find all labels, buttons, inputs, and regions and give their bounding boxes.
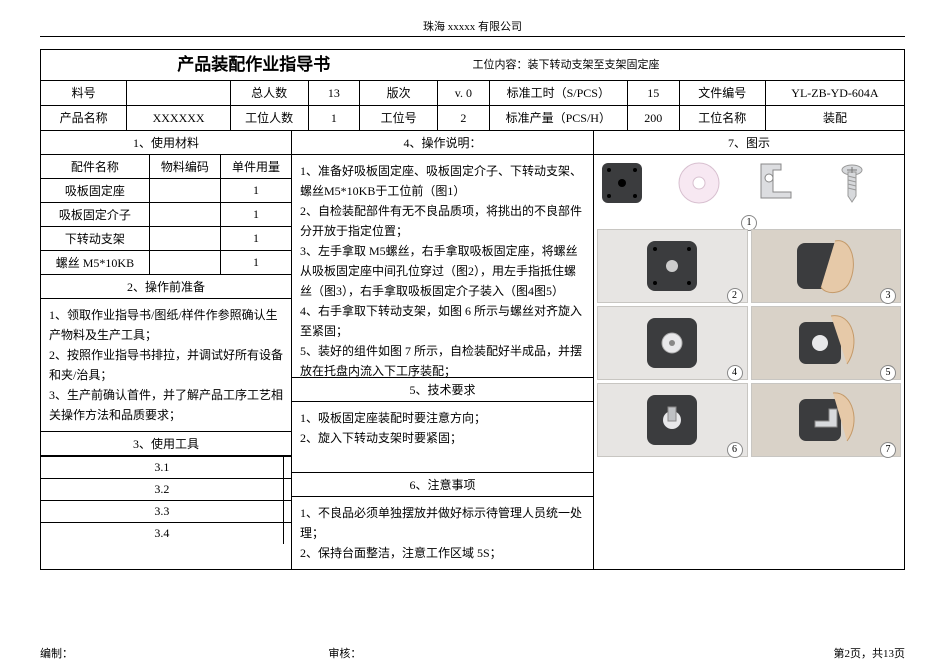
doc-title: 产品装配作业指导书 [41,50,467,80]
hdr-cell: 15 [628,81,680,105]
sec-prep: 2、操作前准备 [41,274,291,299]
fig-cap-6: 6 [727,442,743,458]
parts-cell: 吸板固定介子 [41,203,149,227]
hdr-cell: 200 [628,106,680,130]
hdr-cell: 装配 [766,106,904,130]
station-content-label: 工位内容： [473,50,528,80]
hdr-cell [127,81,231,105]
instruction-sheet: 产品装配作业指导书 工位内容： 装下转动支架至支架固定座 料号 总人数 13 版… [40,49,905,570]
page-footer: 编制： 审核： 第2页，共13页 [40,645,905,661]
parts-col-name: 配件名称 [41,155,149,179]
station-content-value: 装下转动支架至支架固定座 [528,50,660,80]
hdr-cell: 标准产量（PCS/H） [490,106,628,130]
fig-thumb-4: 4 [597,306,748,380]
parts-cell [149,203,220,227]
fig-cap-3: 3 [880,288,896,304]
tool-cell: 3.1 [41,457,283,479]
sec-tools: 3、使用工具 [41,431,291,456]
tools-table: 3.1 3.2 3.3 3.4 [41,456,291,544]
footer-page: 第2页，共13页 [617,645,905,661]
fig-cap-2: 2 [727,288,743,304]
parts-cell: 1 [220,251,291,275]
hdr-cell: 文件编号 [680,81,766,105]
tech-text: 1、吸板固定座装配时要注意方向； 2、旋入下转动支架时要紧固； [292,402,593,472]
footer-auditor: 审核： [328,645,616,661]
header-row-1: 料号 总人数 13 版次 v. 0 标准工时（S/PCS） 15 文件编号 YL… [41,81,904,106]
fig-cap-5: 5 [880,365,896,381]
parts-cell [149,251,220,275]
caution-text: 1、不良品必须单独摆放并做好标示待管理人员统一处理； 2、保持台面整洁，注意工作… [292,497,593,569]
tool-cell: 3.4 [41,523,283,545]
fig-thumb-bracket [751,158,825,214]
hdr-cell: 总人数 [231,81,309,105]
parts-cell: 螺丝 M5*10KB [41,251,149,275]
tool-cell [283,457,291,479]
fig-thumb-7: 7 [751,383,902,457]
footer-editor: 编制： [40,645,328,661]
sec-fig: 7、图示 [594,131,904,155]
sec-caution: 6、注意事项 [292,472,593,497]
hdr-cell: 2 [438,106,490,130]
fig-thumb-6: 6 [597,383,748,457]
hdr-cell: 产品名称 [41,106,127,130]
fig-thumb-washer [674,158,748,214]
hdr-cell: 工位人数 [231,106,309,130]
parts-cell: 1 [220,227,291,251]
company-name: 珠海 xxxxx 有限公司 [40,18,905,34]
parts-cell: 吸板固定座 [41,179,149,203]
parts-cell [149,179,220,203]
fig-thumb-3: 3 [751,229,902,303]
fig-thumb-screw [827,158,901,214]
parts-cell: 1 [220,203,291,227]
parts-col-qty: 单件用量 [220,155,291,179]
parts-col-code: 物料编码 [149,155,220,179]
hdr-cell: 标准工时（S/PCS） [490,81,628,105]
tool-cell: 3.2 [41,479,283,501]
hdr-cell: XXXXXX [127,106,231,130]
hdr-cell: v. 0 [438,81,490,105]
hdr-cell: YL-ZB-YD-604A [766,81,904,105]
station-content: 工位内容： 装下转动支架至支架固定座 [467,50,905,80]
prep-text: 1、领取作业指导书/图纸/样件作参照确认生产物料及生产工具； 2、按照作业指导书… [41,299,291,431]
fig-cap-7: 7 [880,442,896,458]
divider [40,36,905,37]
hdr-cell: 工位名称 [680,106,766,130]
parts-cell: 下转动支架 [41,227,149,251]
fig-row-1 [594,155,904,214]
op-text: 1、准备好吸板固定座、吸板固定介子、下转动支架、螺丝M5*10KB于工位前（图1… [292,155,593,377]
sec-op: 4、操作说明： [292,131,593,155]
fig-thumb-plate [597,158,671,214]
parts-table: 配件名称 物料编码 单件用量 吸板固定座 1 吸板固定介子 1 下转动支架 1 螺丝 … [41,155,291,274]
tool-cell [283,501,291,523]
hdr-cell: 版次 [360,81,438,105]
tool-cell [283,523,291,545]
fig-thumb-2: 2 [597,229,748,303]
tool-cell [283,479,291,501]
hdr-cell: 13 [309,81,361,105]
sec-materials: 1、使用材料 [41,131,291,155]
parts-cell: 1 [220,179,291,203]
hdr-cell: 1 [309,106,361,130]
hdr-cell: 料号 [41,81,127,105]
tool-cell: 3.3 [41,501,283,523]
sec-tech: 5、技术要求 [292,377,593,402]
fig-cap-4: 4 [727,365,743,381]
parts-cell [149,227,220,251]
fig-thumb-5: 5 [751,306,902,380]
fig-grid: 2 3 4 5 6 [594,226,904,460]
hdr-cell: 工位号 [360,106,438,130]
header-row-2: 产品名称 XXXXXX 工位人数 1 工位号 2 标准产量（PCS/H） 200… [41,106,904,131]
